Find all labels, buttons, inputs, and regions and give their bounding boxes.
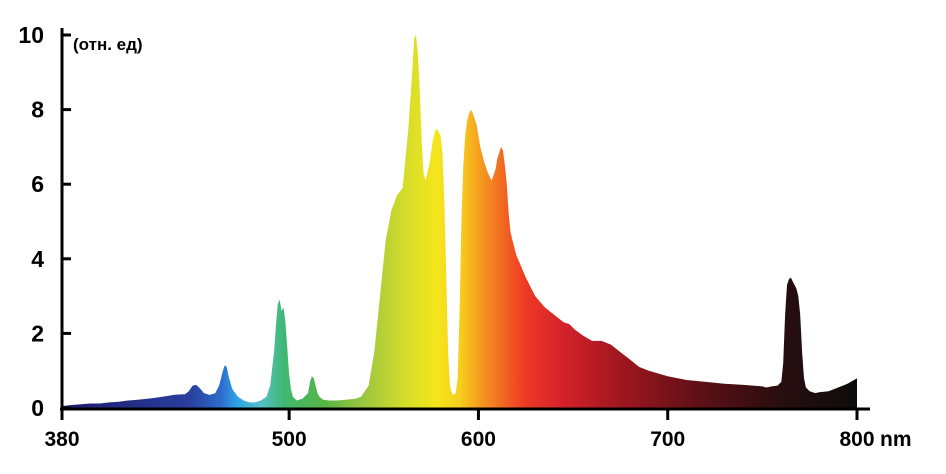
y-tick-label: 8 [31,97,44,123]
spectrum-area [62,35,857,408]
x-axis-label: nm [880,428,912,451]
y-axis-ticks: 0 2 4 6 8 10 [18,22,71,421]
y-tick-label: 6 [31,171,44,197]
x-tick-label: 600 [461,428,496,451]
y-tick-label: 10 [18,22,44,48]
y-axis-label: (отн. ед) [73,35,143,54]
y-tick-label: 0 [31,395,44,421]
x-axis-ticks: 380 500 600 700 800 [44,409,875,451]
y-tick-label: 2 [31,320,44,346]
x-tick-label: 800 [839,428,874,451]
x-tick-label: 380 [44,428,79,451]
x-tick-label: 700 [650,428,685,451]
x-tick-label: 500 [272,428,307,451]
y-tick-label: 4 [31,246,44,272]
